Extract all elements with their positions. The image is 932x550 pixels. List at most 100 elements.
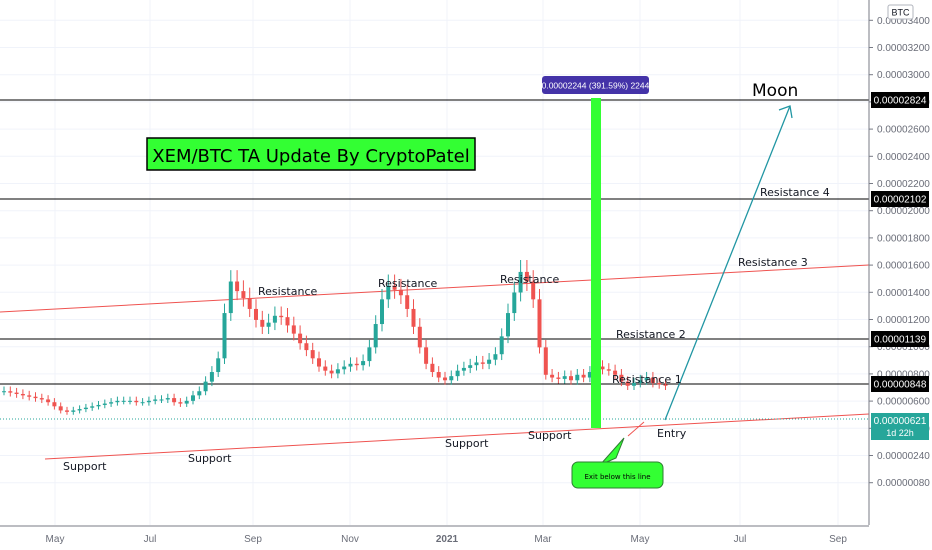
level-badge: [871, 191, 929, 207]
candle-body: [342, 366, 347, 370]
price-tick-label: 0.00002000: [877, 206, 930, 217]
candle-body: [115, 400, 120, 403]
candles: [2, 259, 668, 415]
candle-body: [537, 299, 542, 348]
candle-body: [172, 398, 177, 403]
price-axis[interactable]: 0.000034000.000032000.000030000.00002800…: [868, 0, 932, 550]
title-text: XEM/BTC TA Update By CryptoPatel: [152, 146, 469, 167]
time-tick-label: Sep: [244, 534, 262, 545]
candle-body: [468, 365, 473, 368]
candle-body: [499, 336, 504, 355]
moon-arrow-line: [664, 105, 791, 421]
candle-body: [380, 299, 384, 325]
candle-body: [247, 297, 252, 309]
candle-body: [329, 370, 334, 374]
price-tick-label: 0.00003000: [877, 70, 930, 81]
candle-body: [235, 281, 240, 292]
candle-body: [398, 289, 403, 296]
price-tick-label: 0.00002400: [877, 152, 930, 163]
time-tick-label: Nov: [341, 534, 359, 545]
candle-body: [613, 370, 618, 375]
candle-body: [285, 317, 290, 326]
channel-lines: [0, 264, 870, 460]
level-badge-text: 0.00001139: [874, 335, 927, 346]
resistance-label: Resistance: [258, 285, 318, 298]
time-axis[interactable]: May Jul Sep Nov 2021 Mar May Jul Sep: [0, 525, 932, 550]
candle-body: [550, 374, 555, 378]
candle-body: [562, 376, 567, 379]
candle-body: [27, 395, 32, 397]
horizontal-levels: [0, 99, 869, 420]
time-tick-label: Jul: [144, 534, 157, 545]
candle-body: [90, 406, 95, 408]
candle-body: [487, 359, 492, 364]
candle-body: [386, 285, 391, 300]
time-tick-label: May: [46, 534, 65, 545]
candle-body: [197, 391, 202, 396]
candle-body: [436, 372, 441, 378]
price-tick-label: 0.00000240: [877, 451, 930, 462]
drawings: [591, 98, 793, 437]
level-badge-text: 0.00002102: [874, 195, 927, 206]
candle-body: [146, 400, 151, 403]
overlay: Support Support Support Support Resistance Re…: [63, 76, 830, 489]
level-badge: [871, 376, 929, 392]
countdown-text: 1d 22h: [886, 428, 914, 438]
support-label: Support: [445, 437, 489, 450]
price-tick-label: 0.00001600: [877, 261, 930, 272]
support-label: Support: [63, 460, 107, 473]
candle-body: [461, 367, 466, 371]
candle-body: [531, 281, 536, 300]
candle-body: [71, 410, 76, 412]
candle-body: [2, 391, 6, 393]
entry-label: Entry: [657, 427, 687, 440]
candle-body: [159, 399, 164, 401]
candle-body: [417, 326, 422, 348]
candle-body: [20, 393, 25, 396]
time-tick-label: Mar: [534, 534, 552, 545]
candle-body: [606, 369, 611, 371]
candle-body: [33, 396, 38, 399]
moon-arrow-head: [778, 105, 793, 119]
candle-body: [291, 325, 296, 334]
candle-body: [581, 374, 586, 378]
time-tick-label: Jul: [734, 534, 747, 545]
candle-body: [203, 381, 208, 392]
candle-body: [587, 372, 592, 378]
candle-body: [222, 313, 227, 359]
candle-body: [191, 395, 195, 401]
candle-body: [304, 343, 309, 351]
price-tick-label: 0.00002600: [877, 125, 930, 136]
candle-body: [140, 402, 145, 404]
candle-body: [455, 370, 460, 377]
level-badge-text: 0.00002824: [874, 96, 927, 107]
resistance-level-label: Resistance 2: [616, 328, 686, 341]
candle-body: [266, 322, 271, 327]
candle-body: [128, 400, 132, 402]
candle-body: [632, 383, 636, 386]
candle-body: [575, 374, 580, 381]
measure-badge: [542, 76, 649, 94]
candle-body: [178, 402, 183, 404]
candle-body: [14, 392, 19, 394]
candle-body: [121, 400, 126, 402]
level-badge: [871, 92, 929, 108]
exit-text: Exit below this line: [584, 473, 650, 481]
price-tick-label: 0.00001000: [877, 342, 930, 353]
candle-body: [619, 374, 624, 382]
price-tick-label: 0.00001800: [877, 233, 930, 244]
candle-body: [354, 363, 359, 366]
candle-body: [184, 400, 189, 404]
candle-body: [543, 347, 548, 375]
resistance-label: Resistance: [378, 277, 438, 290]
level-badge: [871, 331, 929, 347]
exit-box: [571, 461, 664, 489]
time-tick-label: May: [631, 534, 650, 545]
support-label: Support: [528, 429, 572, 442]
moon-label: Moon: [752, 81, 798, 101]
candle-body: [39, 398, 44, 400]
candle-body: [8, 391, 13, 393]
candle-body: [644, 377, 649, 381]
time-tick-label: Sep: [829, 534, 847, 545]
